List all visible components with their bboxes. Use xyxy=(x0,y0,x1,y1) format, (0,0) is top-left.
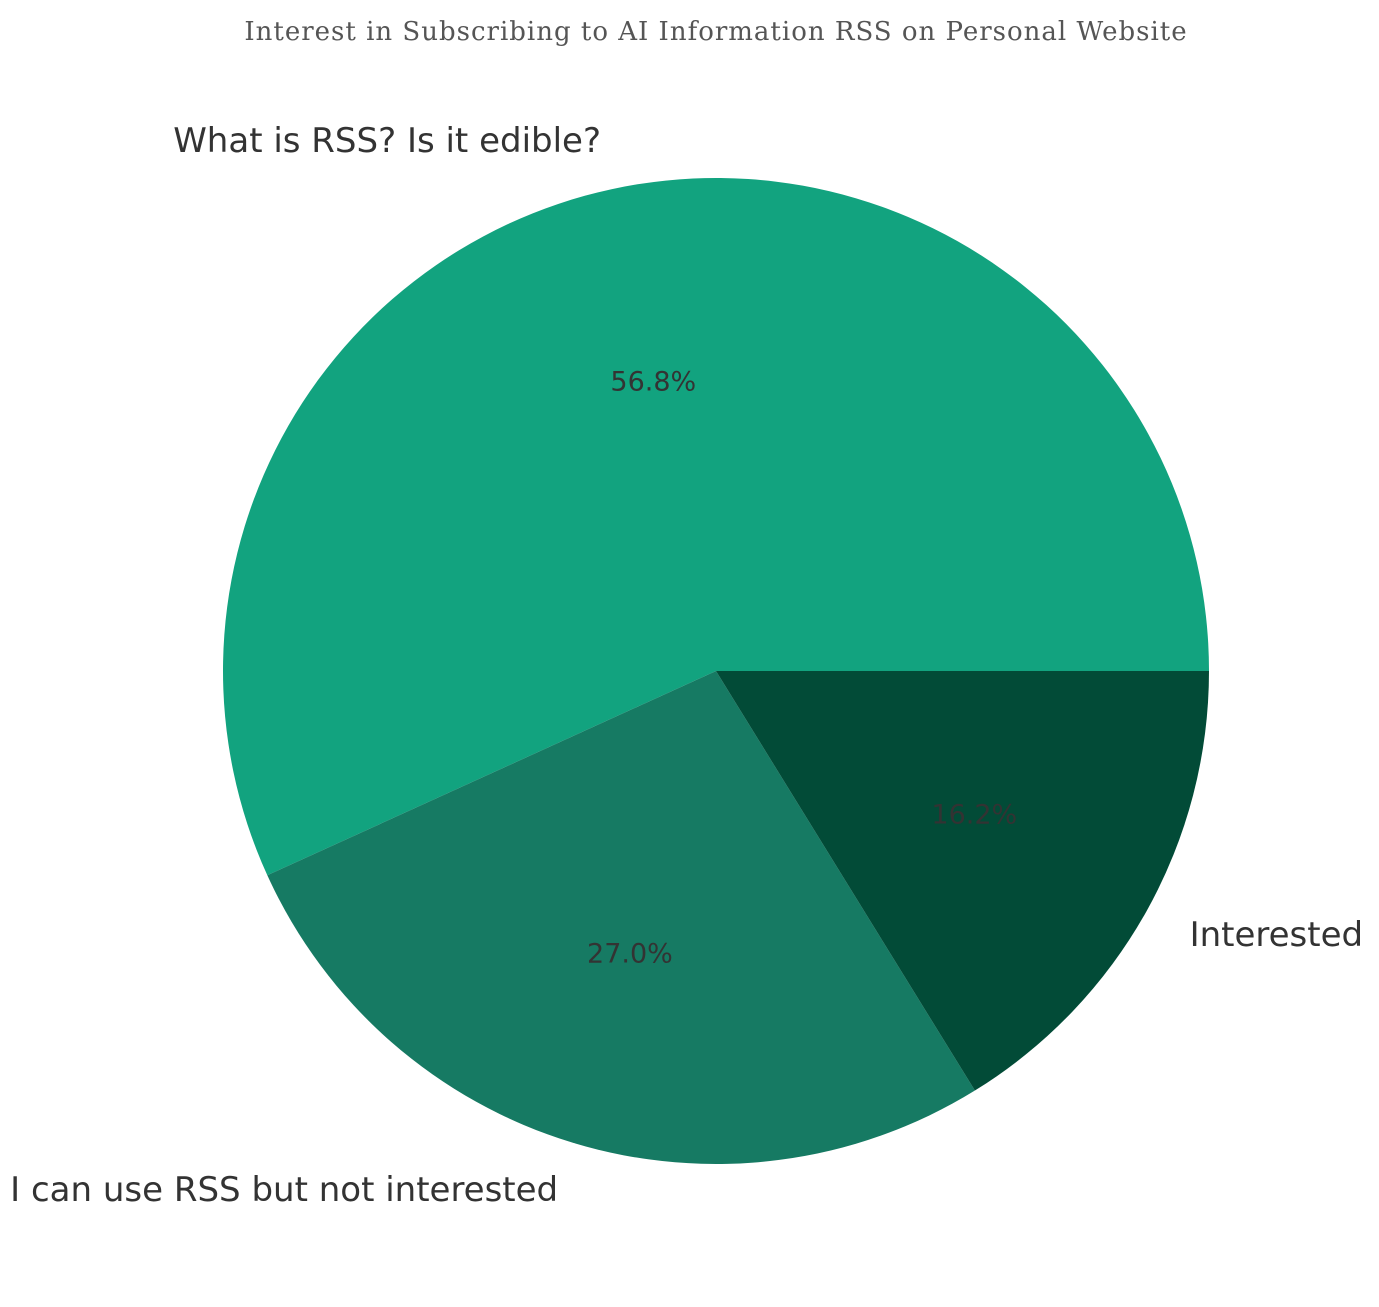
percent-label-interested: 16.2% xyxy=(931,800,1017,831)
percent-label-i-can-use-rss-but-not-interested: 27.0% xyxy=(587,938,673,969)
chart-title: Interest in Subscribing to AI Informatio… xyxy=(244,17,1187,47)
pie-slices xyxy=(222,177,1209,1164)
category-labels: What is RSS? Is it edible? I can use RSS … xyxy=(10,121,1363,1210)
percent-labels: 56.8% 27.0% 16.2% xyxy=(587,366,1017,969)
category-label-interested: Interested xyxy=(1190,915,1364,955)
category-label-what-is-rss-is-it-edible: What is RSS? Is it edible? xyxy=(173,121,601,161)
pie-slice-what-is-rss-is-it-edible xyxy=(222,177,1209,876)
category-label-i-can-use-rss-but-not-interested: I can use RSS but not interested xyxy=(10,1170,558,1210)
pie-slice-interested xyxy=(716,671,1209,1091)
pie-slice-i-can-use-rss-but-not-interested xyxy=(267,671,975,1164)
percent-label-what-is-rss-is-it-edible: 56.8% xyxy=(610,366,696,397)
